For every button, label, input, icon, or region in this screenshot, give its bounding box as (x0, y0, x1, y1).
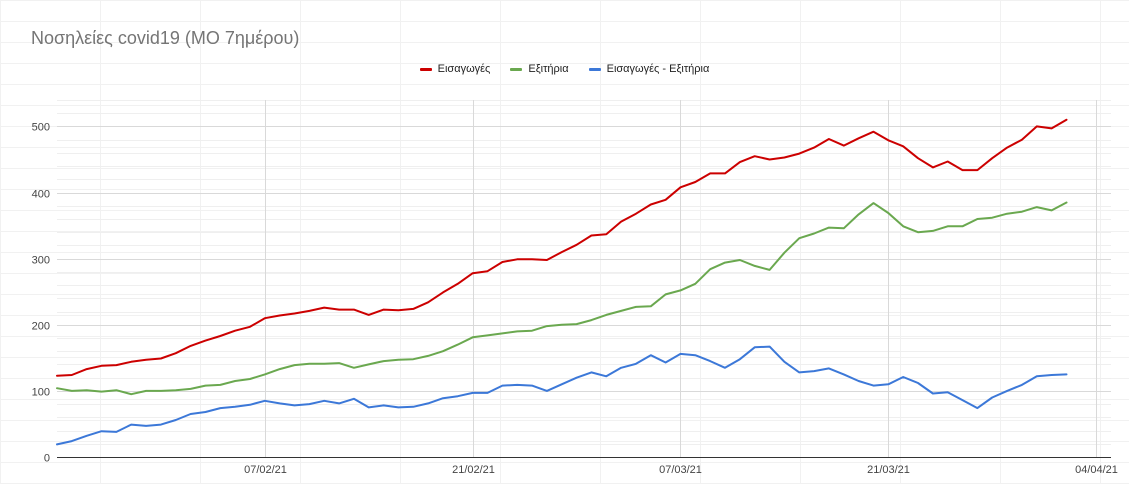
legend-item-2: Εισαγωγές - Εξιτήρια (588, 63, 710, 75)
legend-label: Εισαγωγές (437, 63, 491, 75)
series-line-2 (56, 345, 1068, 446)
y-tick-label: 300 (32, 255, 50, 267)
legend-swatch (588, 67, 601, 71)
legend-item-1: Εξιτήρια (510, 63, 569, 75)
y-tick-label: 100 (32, 387, 50, 399)
x-tick-label: 21/03/21 (867, 464, 910, 476)
y-tick-label: 200 (32, 321, 50, 333)
chart-legend: Εισαγωγές Εξιτήρια Εισαγωγές - Εξιτήρια (0, 63, 1129, 75)
legend-label: Εξιτήρια (528, 63, 569, 75)
series-line-0 (56, 118, 1068, 377)
series-line-1 (56, 201, 1068, 396)
x-tick-label: 07/02/21 (244, 464, 287, 476)
legend-swatch (510, 67, 523, 71)
legend-label: Εισαγωγές - Εξιτήρια (606, 63, 710, 75)
series-lines (56, 118, 1068, 446)
x-tick-label: 04/04/21 (1075, 464, 1118, 476)
legend-swatch (419, 67, 432, 71)
legend-item-0: Εισαγωγές (419, 63, 491, 75)
axes: 0 100 200 300 400 500 07/02/21 21/02/21 07/03/21… (32, 122, 1118, 477)
y-tick-label: 500 (32, 122, 50, 134)
gridlines (57, 100, 1111, 457)
y-tick-label: 400 (32, 189, 50, 201)
chart-title: Νοσηλείες covid19 (ΜΟ 7ημέρου) (31, 28, 300, 48)
x-tick-label: 07/03/21 (659, 464, 702, 476)
x-tick-label: 21/02/21 (452, 464, 495, 476)
y-tick-label: 0 (44, 453, 50, 465)
